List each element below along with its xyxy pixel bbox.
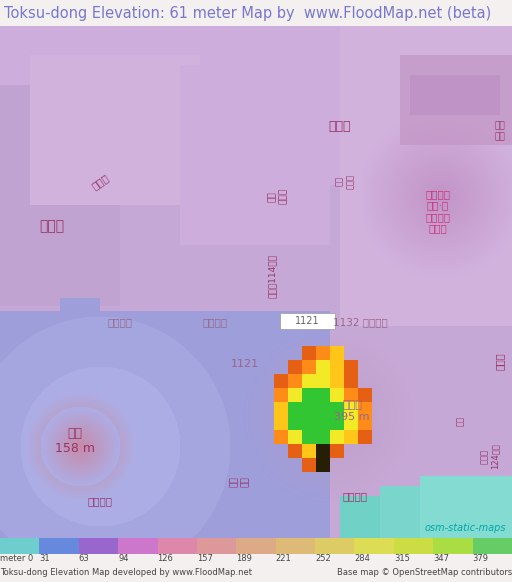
Text: 사반산
395 m: 사반산 395 m: [334, 400, 370, 422]
Bar: [197, 538, 237, 554]
Bar: [354, 538, 394, 554]
Text: 녹수
사탁로: 녹수 사탁로: [268, 188, 288, 204]
Bar: [158, 538, 197, 554]
Bar: [275, 538, 315, 554]
Text: Toksu-dong Elevation Map developed by www.FloodMap.net: Toksu-dong Elevation Map developed by ww…: [0, 567, 252, 577]
Text: 제주조각
공원·포
레스트판
타지아: 제주조각 공원·포 레스트판 타지아: [425, 189, 451, 233]
Text: 회순동: 회순동: [495, 353, 505, 370]
Text: 사계북로: 사계북로: [88, 496, 113, 506]
Text: 284: 284: [354, 554, 370, 563]
Text: osm-static-maps: osm-static-maps: [424, 523, 506, 533]
Text: 126: 126: [158, 554, 174, 563]
Text: 347: 347: [433, 554, 449, 563]
Bar: [79, 538, 118, 554]
Text: 157: 157: [197, 554, 213, 563]
Text: 63: 63: [79, 554, 90, 563]
Bar: [280, 313, 335, 329]
Bar: [39, 538, 79, 554]
Text: 221: 221: [275, 554, 291, 563]
Text: 평화로: 평화로: [90, 172, 111, 191]
Text: meter 0: meter 0: [0, 554, 33, 563]
Text: 방수
사탁: 방수 사탁: [495, 122, 505, 141]
Text: 사계보로: 사계보로: [343, 491, 368, 501]
Bar: [315, 538, 354, 554]
Text: 94: 94: [118, 554, 129, 563]
Text: 안성리: 안성리: [39, 219, 65, 233]
Text: 단신
158 m: 단신 158 m: [55, 427, 95, 455]
Bar: [118, 538, 158, 554]
Text: 189: 189: [237, 554, 252, 563]
Text: 사로: 사로: [456, 416, 464, 426]
Text: 252: 252: [315, 554, 331, 563]
Text: 379: 379: [473, 554, 488, 563]
Text: 밀주서로: 밀주서로: [203, 317, 227, 327]
Bar: [0, 538, 39, 554]
Text: 판포
사탁로: 판포 사탁로: [335, 174, 355, 189]
Bar: [473, 538, 512, 554]
Text: Base map © OpenStreetMap contributors: Base map © OpenStreetMap contributors: [337, 567, 512, 577]
Text: 1121: 1121: [231, 359, 259, 370]
Bar: [433, 538, 473, 554]
Bar: [237, 538, 275, 554]
Text: 덕수리: 덕수리: [329, 120, 351, 133]
Text: 스밑로
124번길: 스밑로 124번길: [480, 443, 500, 469]
Text: 사계로114번길: 사계로114번길: [267, 254, 276, 298]
Bar: [394, 538, 433, 554]
Text: 31: 31: [39, 554, 50, 563]
Text: Toksu-dong Elevation: 61 meter Map by  www.FloodMap.net (beta): Toksu-dong Elevation: 61 meter Map by ww…: [4, 6, 492, 20]
Text: 일주서로: 일주서로: [108, 317, 133, 327]
Text: 1132 일주서로: 1132 일주서로: [333, 317, 388, 327]
Text: 315: 315: [394, 554, 410, 563]
Text: 1121: 1121: [295, 316, 319, 327]
Text: 사계
북로: 사계 북로: [230, 476, 250, 487]
